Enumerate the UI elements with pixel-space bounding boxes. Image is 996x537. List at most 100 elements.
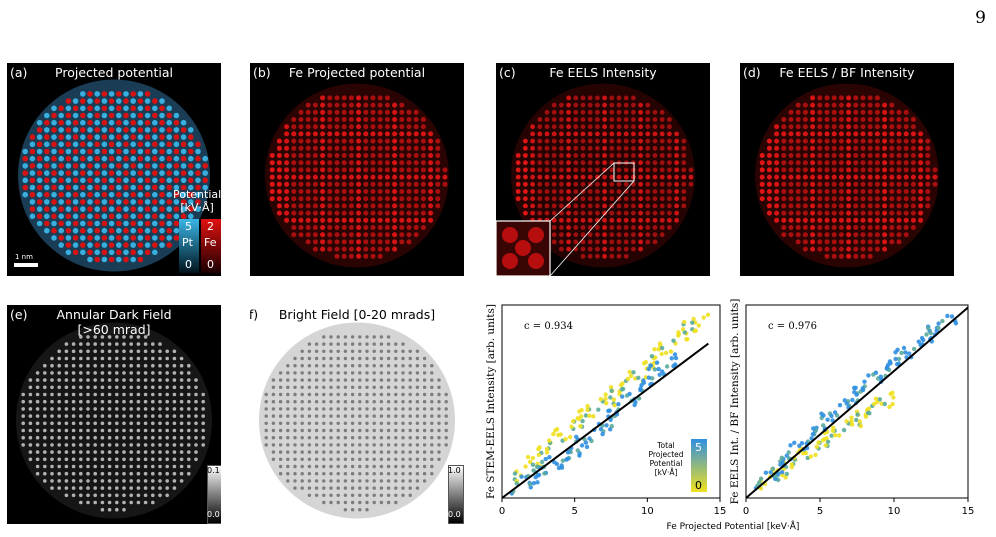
atom-column — [166, 134, 172, 140]
atom-column — [370, 95, 376, 101]
atom-column — [107, 335, 112, 339]
atom-column — [774, 189, 780, 194]
atom-column — [788, 167, 794, 173]
plot-frame — [745, 304, 969, 499]
atom-column — [291, 189, 297, 194]
atom-column — [674, 210, 679, 216]
atom-column — [551, 217, 557, 223]
atom-column — [774, 210, 780, 216]
atom-column — [401, 479, 405, 483]
atom-column — [401, 443, 405, 447]
atom-column — [795, 102, 801, 108]
atom-column — [379, 428, 384, 433]
atom-column — [195, 148, 201, 155]
scatter-point — [558, 432, 563, 437]
inset-atom — [502, 253, 518, 269]
panel-a-image — [18, 79, 210, 272]
atom-column — [305, 131, 311, 137]
scatter-point — [650, 376, 655, 381]
atom-column — [406, 196, 412, 202]
atom-column — [327, 239, 333, 245]
atom-column — [87, 206, 93, 212]
atom-column — [631, 246, 636, 252]
atom-column — [64, 421, 69, 426]
scatter-point — [641, 378, 646, 383]
atom-column — [399, 203, 405, 209]
atom-column — [307, 436, 312, 440]
atom-column — [795, 239, 801, 245]
scatter-point — [831, 425, 836, 430]
atom-column — [638, 246, 643, 252]
atom-column — [284, 138, 290, 144]
atom-column — [384, 138, 390, 144]
atom-column — [781, 210, 787, 216]
atom-column — [817, 131, 823, 137]
scatter-point — [854, 409, 860, 414]
scatter-point — [701, 315, 706, 320]
atom-column — [788, 232, 794, 238]
atom-column — [401, 407, 405, 411]
atom-column — [334, 181, 340, 187]
atom-column — [194, 428, 198, 433]
scatter-point — [873, 396, 879, 401]
atom-column — [72, 98, 79, 104]
atom-column — [795, 196, 801, 202]
atom-column — [51, 177, 57, 184]
atom-column — [116, 199, 122, 205]
scatter-point — [589, 438, 594, 444]
atom-column — [291, 160, 297, 166]
atom-column — [631, 138, 636, 144]
atom-column — [910, 117, 916, 122]
atom-column — [51, 148, 57, 155]
atom-column — [652, 138, 658, 144]
scatter-point — [574, 434, 579, 439]
atom-column — [559, 203, 564, 209]
scatter-point — [753, 485, 759, 491]
atom-column — [314, 493, 319, 497]
atom-column — [341, 181, 347, 187]
atom-column — [100, 407, 105, 411]
atom-column — [100, 399, 105, 404]
scatter-point — [841, 427, 847, 433]
atom-column — [44, 177, 50, 184]
atom-column — [341, 95, 347, 101]
atom-column — [638, 131, 643, 137]
atom-column — [195, 191, 201, 198]
atom-column — [286, 421, 290, 425]
atom-column — [401, 421, 405, 425]
atom-column — [774, 174, 780, 180]
atom-column — [860, 138, 866, 144]
atom-column — [838, 196, 844, 202]
atom-column — [271, 392, 276, 397]
atom-column — [144, 177, 151, 184]
atom-column — [320, 145, 326, 151]
atom-column — [158, 421, 162, 426]
atom-column — [824, 210, 830, 216]
atom-column — [674, 181, 679, 187]
atom-column — [413, 109, 419, 115]
atom-column — [136, 399, 141, 404]
atom-column — [652, 225, 658, 230]
atom-column — [36, 163, 43, 169]
atom-column — [587, 102, 593, 108]
atom-column — [322, 472, 326, 476]
atom-column — [343, 500, 348, 505]
scatter-point — [882, 401, 887, 407]
atom-column — [616, 203, 622, 209]
atom-column — [420, 174, 426, 180]
atom-column — [420, 225, 426, 230]
atom-column — [523, 174, 528, 180]
atom-column — [57, 414, 61, 418]
atom-column — [165, 443, 169, 447]
atom-column — [130, 199, 136, 205]
scatter-point — [888, 361, 893, 366]
atom-column — [72, 155, 79, 162]
atom-column — [278, 407, 283, 411]
atom-column — [824, 217, 830, 223]
atom-column — [544, 174, 550, 180]
atom-column — [87, 199, 93, 205]
atom-column — [392, 167, 398, 173]
atom-column — [94, 249, 100, 256]
atom-column — [846, 117, 852, 122]
atom-column — [194, 399, 198, 404]
